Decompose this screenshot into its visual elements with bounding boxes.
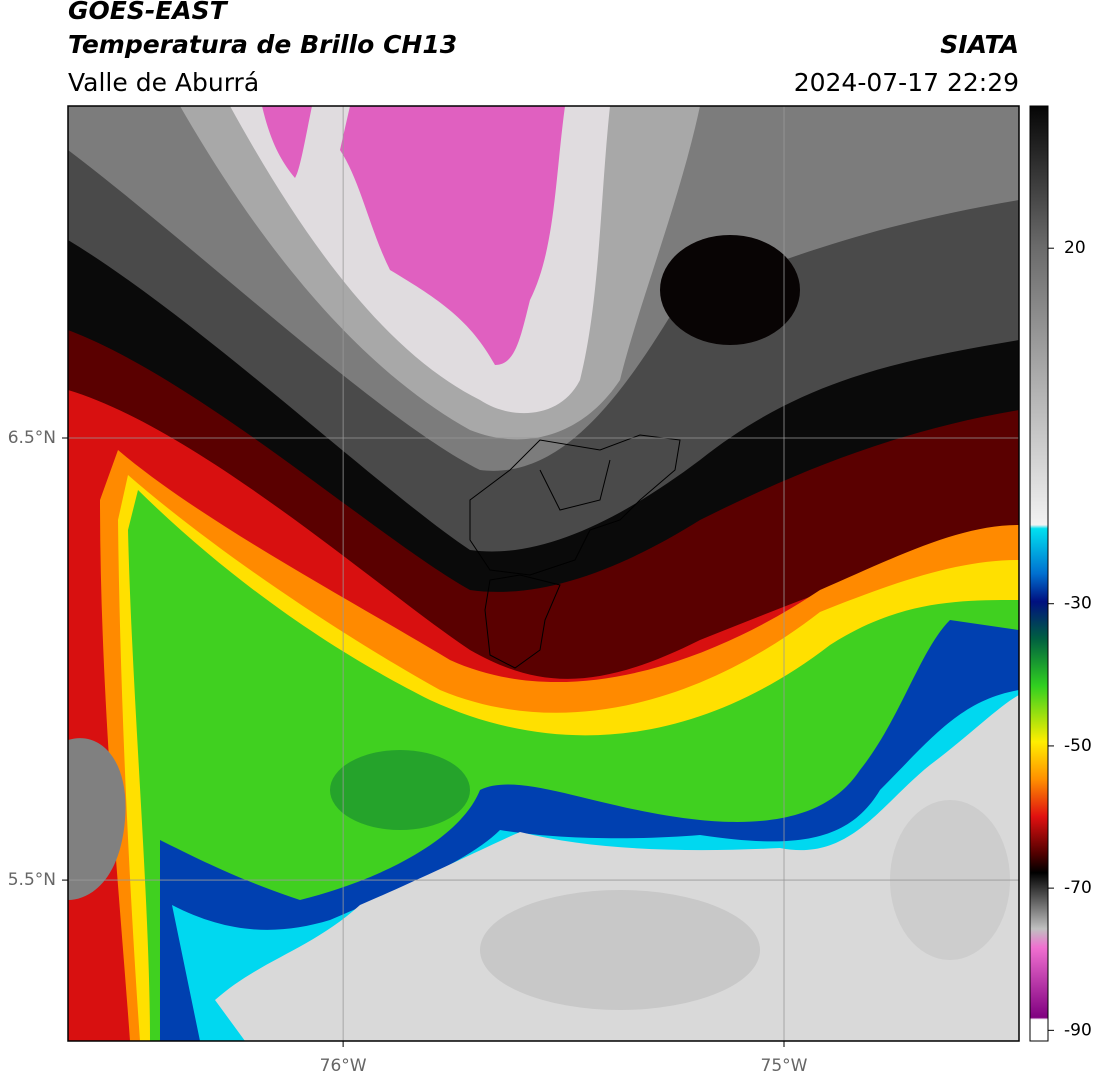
- x-tick-label: 75°W: [761, 1056, 808, 1076]
- satellite-image: [68, 106, 1019, 1041]
- x-tick-label: 76°W: [320, 1056, 367, 1076]
- grid: [68, 106, 1019, 1041]
- source: SIATA: [940, 30, 1019, 59]
- map-frame: [67, 105, 1020, 1042]
- timestamp: 2024-07-17 22:29: [794, 68, 1019, 97]
- colorbar: [1029, 105, 1049, 1042]
- region: Valle de Aburrá: [68, 68, 259, 97]
- colorbar-tick-label: -70: [1064, 878, 1092, 898]
- colorbar-tick-label: -30: [1064, 594, 1092, 614]
- y-tick-label: 6.5°N: [8, 428, 56, 448]
- subtitle: Temperatura de Brillo CH13: [68, 30, 457, 59]
- y-tick-label: 5.5°N: [8, 870, 56, 890]
- colorbar-tick-label: 20: [1064, 238, 1086, 258]
- colorbar-tick-label: -90: [1064, 1020, 1092, 1040]
- colorbar-tick-label: -50: [1064, 736, 1092, 756]
- title: GOES-EAST: [68, 0, 229, 25]
